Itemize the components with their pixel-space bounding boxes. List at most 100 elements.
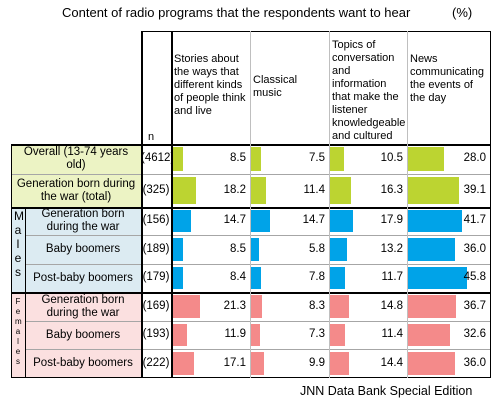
data-label: 11.9 (224, 328, 246, 340)
data-label: 8.5 (230, 152, 246, 164)
data-bar (408, 267, 468, 289)
data-bar (330, 295, 350, 318)
row-divider (25, 349, 490, 350)
row-label: Post-baby boomers (33, 357, 133, 369)
data-label: 32.6 (463, 328, 486, 340)
row-label: Overall (13-74 years old) (23, 146, 129, 171)
row-n-value: (169) (142, 299, 170, 312)
row-n-value: (189) (142, 242, 170, 255)
data-bar (408, 295, 456, 318)
data-label: 39.1 (463, 183, 486, 196)
chart-table: Stories about the ways that different ki… (11, 31, 491, 378)
data-label: 9.9 (309, 356, 325, 369)
column-divider (490, 31, 491, 378)
column-divider (407, 31, 408, 378)
label-column-border (141, 31, 143, 378)
data-label: 11.4 (381, 328, 403, 340)
data-label: 21.3 (223, 299, 246, 312)
row-n-value: (325) (142, 183, 170, 196)
data-label: 16.3 (380, 183, 403, 196)
column-header: Stories about the ways that different ki… (174, 53, 246, 117)
data-label: 36.7 (463, 299, 486, 312)
unit-label: (%) (452, 5, 473, 20)
data-label: 17.9 (380, 214, 403, 226)
row-label: Baby boomers (45, 328, 121, 341)
data-bar (251, 177, 266, 204)
data-label: 18.2 (223, 183, 246, 196)
left-border (11, 144, 12, 378)
data-label: 17.1 (223, 356, 246, 369)
males-group-background (11, 207, 25, 292)
column-header: Classical music (253, 74, 298, 99)
data-bar (251, 238, 259, 261)
data-label: 10.5 (380, 152, 403, 164)
column-divider (329, 31, 330, 378)
data-bar (330, 352, 349, 375)
data-bar (172, 147, 183, 171)
data-bar (172, 238, 183, 261)
data-bar (330, 238, 348, 261)
data-bar (172, 267, 183, 289)
column-header: Topics of conversation and information t… (332, 39, 406, 142)
data-bar (408, 352, 455, 375)
row-label-background (25, 264, 141, 292)
data-label: 14.4 (380, 356, 403, 369)
data-bar (172, 177, 196, 204)
column-divider (250, 31, 251, 378)
data-label: 36.0 (463, 242, 486, 255)
data-label: 8.3 (309, 299, 325, 312)
data-bar (408, 177, 459, 204)
data-label: 7.5 (309, 152, 325, 164)
females-group-background (11, 292, 25, 378)
group-column-border (25, 207, 26, 378)
data-label: 11.4 (303, 183, 325, 196)
row-label-background (11, 174, 141, 207)
data-bar (408, 324, 451, 346)
data-label: 8.5 (230, 242, 246, 255)
data-label: 5.8 (309, 242, 325, 255)
row-label-background (25, 349, 141, 378)
row-label: Generation born during the war (total) (16, 177, 136, 203)
n-column-header: n (148, 131, 155, 143)
row-label-background (11, 144, 141, 174)
column-header: News communicating the events of the day (410, 53, 484, 104)
data-label: 28.0 (463, 152, 486, 164)
data-label: 13.2 (380, 242, 403, 255)
row-label: Generation born during the war (41, 208, 125, 233)
data-bar (251, 324, 261, 346)
data-label: 41.7 (463, 214, 486, 226)
data-bar (408, 210, 462, 232)
row-label: Post-baby boomers (33, 271, 133, 284)
data-bar (408, 238, 455, 261)
row-label-background (25, 207, 141, 235)
row-n-value: (222) (142, 356, 170, 369)
chart-title: Content of radio programs that the respo… (62, 5, 411, 20)
row-label-background (25, 321, 141, 349)
data-label: 14.8 (380, 299, 403, 312)
data-bar (172, 324, 188, 346)
data-bar (330, 147, 344, 171)
data-label: 14.7 (302, 214, 325, 226)
data-bar (330, 210, 354, 232)
data-bar (172, 210, 192, 232)
data-label: 11.7 (381, 271, 403, 283)
data-bar (408, 147, 445, 171)
data-bar (251, 267, 262, 289)
row-label-background (25, 235, 141, 264)
row-divider (25, 321, 490, 322)
row-label: Generation born during the war (41, 293, 125, 319)
data-label: 7.8 (309, 271, 325, 283)
data-label: 14.7 (223, 214, 246, 226)
table-top-border (141, 31, 490, 32)
data-bar (330, 267, 346, 289)
row-n-value: (179) (142, 271, 170, 283)
row-label-background (25, 292, 141, 321)
source-footer: JNN Data Bank Special Edition (300, 384, 473, 398)
data-bar (251, 352, 264, 375)
data-bar (330, 324, 345, 346)
column-divider (171, 31, 173, 378)
data-label: 7.3 (309, 328, 325, 340)
row-divider (25, 264, 490, 265)
row-n-value: (156) (142, 214, 170, 226)
data-bar (251, 295, 262, 318)
